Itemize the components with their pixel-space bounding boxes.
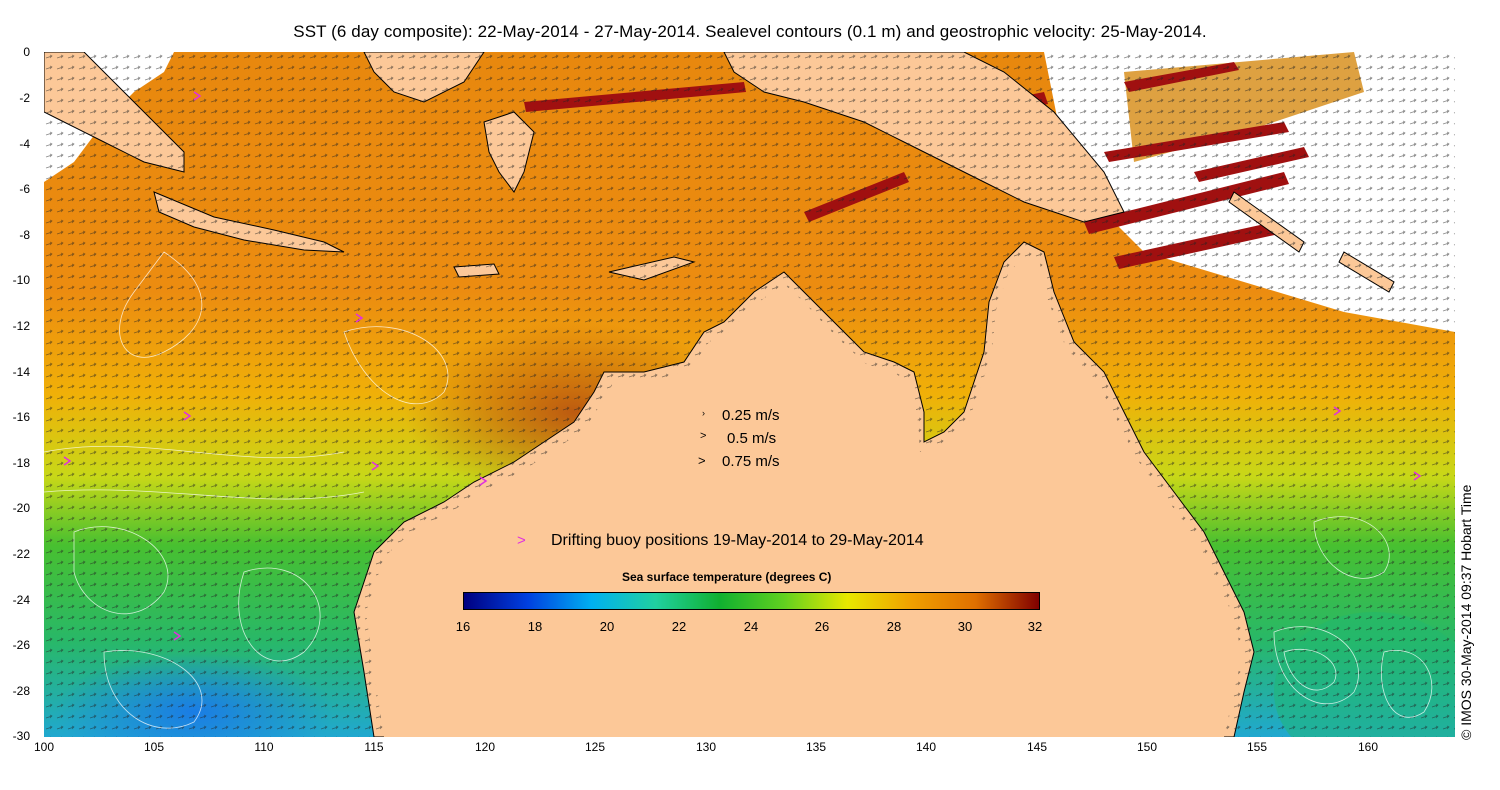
colorbar-title: Sea surface temperature (degrees C) <box>622 570 832 584</box>
y-tick-label: -22 <box>12 547 30 561</box>
y-tick-label: -28 <box>12 684 30 698</box>
x-tick-label: 160 <box>1357 740 1379 754</box>
buoy-legend-label: Drifting buoy positions 19-May-2014 to 2… <box>551 532 924 549</box>
arrow-075-icon: > <box>698 453 706 468</box>
buoy-markers <box>63 91 1422 641</box>
x-tick-label: 110 <box>254 740 274 754</box>
y-tick-label: -2 <box>19 91 30 105</box>
colorbar-tick: 28 <box>886 619 902 634</box>
x-tick-label: 105 <box>143 740 165 754</box>
colorbar-tick: 18 <box>527 619 543 634</box>
y-tick-label: -4 <box>19 137 30 151</box>
x-tick-label: 140 <box>915 740 937 754</box>
y-tick-label: -6 <box>19 182 30 196</box>
colorbar-tick: 16 <box>455 619 471 634</box>
y-tick-label: -24 <box>12 593 30 607</box>
y-tick-label: -26 <box>12 638 30 652</box>
velocity-legend-label: 0.25 m/s <box>722 407 780 424</box>
x-tick-label: 125 <box>584 740 606 754</box>
y-tick-label: 0 <box>23 45 30 59</box>
y-tick-label: -12 <box>12 319 30 333</box>
y-tick-label: -10 <box>12 273 30 287</box>
colorbar-tick: 24 <box>743 619 759 634</box>
arrow-025-icon: › <box>702 408 705 418</box>
y-tick-label: -14 <box>12 365 30 379</box>
y-tick-label: -20 <box>12 501 30 515</box>
colorbar-tick: 30 <box>957 619 973 634</box>
x-tick-label: 135 <box>805 740 827 754</box>
x-tick-label: 130 <box>695 740 717 754</box>
sst-map <box>44 52 1455 737</box>
x-tick-label: 155 <box>1246 740 1268 754</box>
x-tick-label: 120 <box>474 740 496 754</box>
sealevel-contours <box>44 251 1433 729</box>
x-tick-label: 100 <box>33 740 55 754</box>
map-title: SST (6 day composite): 22-May-2014 - 27-… <box>293 22 1207 41</box>
x-tick-label: 150 <box>1136 740 1158 754</box>
colorbar-tick: 26 <box>814 619 830 634</box>
colorbar-tick: 22 <box>671 619 687 634</box>
velocity-legend-label: 0.5 m/s <box>727 430 777 447</box>
y-tick-label: -8 <box>19 228 30 242</box>
map-area <box>44 52 1455 737</box>
arrow-05-icon: > <box>700 430 707 442</box>
credit-label: © IMOS 30-May-2014 09:37 Hobart Time <box>1458 484 1474 740</box>
x-tick-label: 145 <box>1026 740 1048 754</box>
buoy-marker-icon: > <box>517 532 526 549</box>
colorbar-tick: 32 <box>1027 619 1043 634</box>
colorbar-tick: 20 <box>599 619 615 634</box>
velocity-legend-label: 0.75 m/s <box>722 453 780 470</box>
colorbar-gradient <box>463 592 1040 610</box>
y-tick-label: -16 <box>12 410 30 424</box>
y-tick-label: -18 <box>12 456 30 470</box>
x-tick-label: 115 <box>364 740 384 754</box>
y-tick-label: -30 <box>12 729 30 743</box>
